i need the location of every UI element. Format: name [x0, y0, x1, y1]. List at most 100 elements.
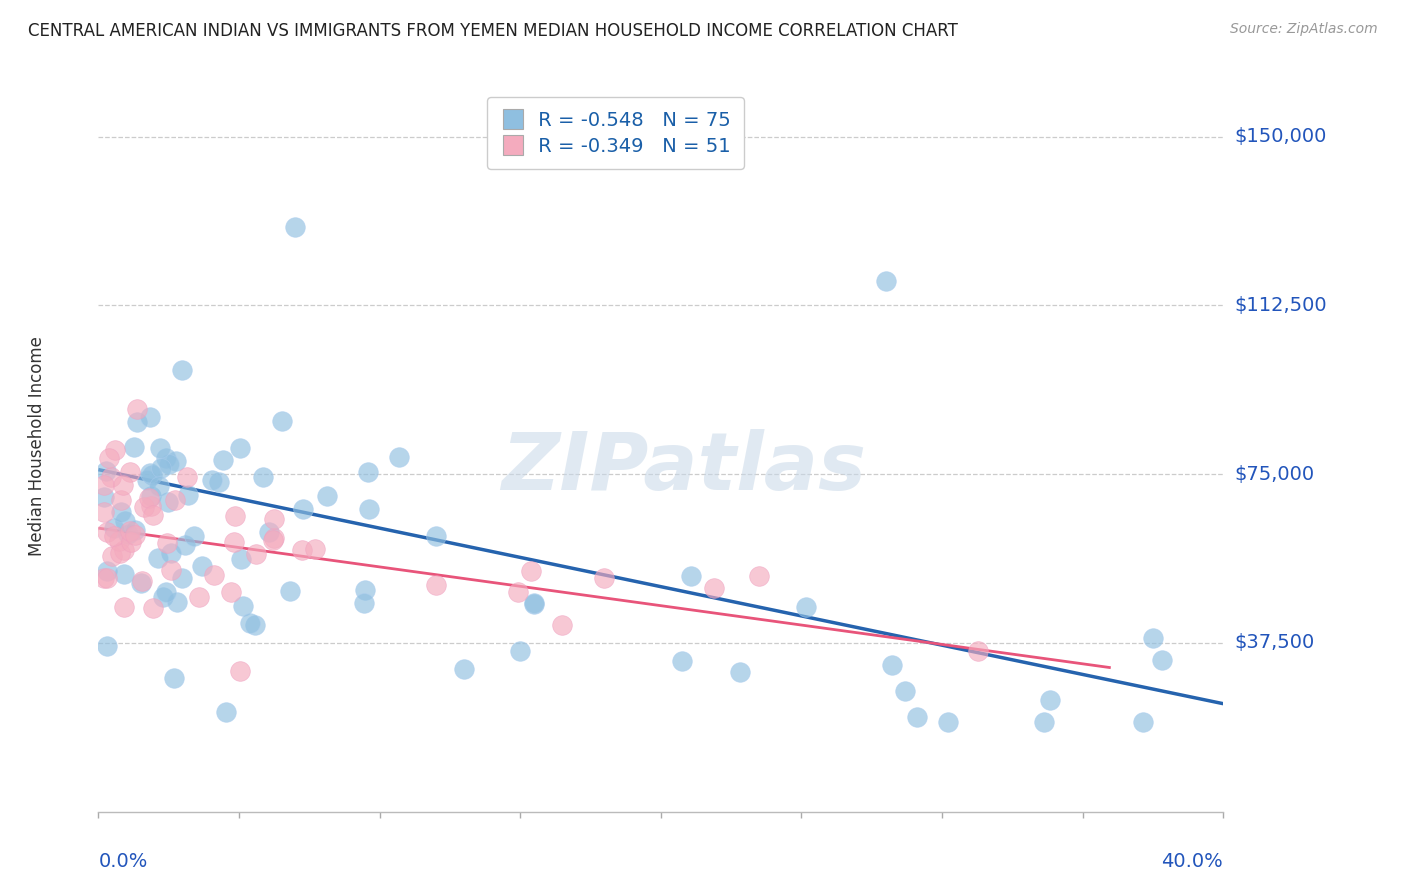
- Point: [149, 441, 172, 455]
- Point: [156, 536, 179, 550]
- Point: [453, 662, 475, 676]
- Point: [93, 491, 115, 505]
- Point: [157, 457, 180, 471]
- Point: [252, 470, 274, 484]
- Point: [388, 450, 411, 464]
- Point: [284, 219, 307, 234]
- Point: [190, 558, 212, 573]
- Point: [152, 590, 174, 604]
- Point: [1132, 714, 1154, 729]
- Point: [291, 543, 314, 558]
- Point: [96, 564, 118, 578]
- Point: [118, 465, 141, 479]
- Point: [228, 664, 250, 678]
- Point: [304, 542, 326, 557]
- Point: [263, 531, 285, 545]
- Point: [131, 574, 153, 588]
- Point: [270, 414, 292, 428]
- Point: [257, 524, 280, 539]
- Point: [357, 465, 380, 479]
- Point: [166, 594, 188, 608]
- Point: [155, 451, 177, 466]
- Text: 0.0%: 0.0%: [98, 852, 148, 871]
- Point: [101, 549, 124, 564]
- Point: [170, 362, 193, 376]
- Point: [425, 578, 447, 592]
- Point: [120, 524, 142, 538]
- Text: $112,500: $112,500: [1234, 296, 1327, 315]
- Text: $150,000: $150,000: [1234, 127, 1327, 146]
- Point: [96, 524, 118, 539]
- Point: [224, 509, 246, 524]
- Point: [215, 706, 238, 720]
- Point: [174, 538, 197, 552]
- Point: [730, 665, 752, 680]
- Point: [120, 535, 142, 549]
- Point: [1032, 714, 1054, 729]
- Point: [94, 464, 117, 478]
- Point: [142, 508, 165, 522]
- Point: [263, 512, 285, 526]
- Point: [880, 658, 903, 673]
- Point: [292, 502, 315, 516]
- Point: [967, 644, 990, 658]
- Point: [139, 466, 162, 480]
- Point: [509, 644, 531, 658]
- Point: [155, 584, 177, 599]
- Point: [149, 461, 172, 475]
- Point: [1150, 653, 1173, 667]
- Point: [593, 571, 616, 585]
- Point: [132, 500, 155, 514]
- Text: Source: ZipAtlas.com: Source: ZipAtlas.com: [1230, 22, 1378, 37]
- Point: [165, 454, 187, 468]
- Point: [354, 582, 377, 597]
- Text: 40.0%: 40.0%: [1161, 852, 1223, 871]
- Point: [1142, 631, 1164, 645]
- Point: [103, 529, 125, 543]
- Point: [219, 585, 242, 599]
- Point: [96, 571, 118, 585]
- Point: [232, 599, 254, 613]
- Point: [893, 684, 915, 698]
- Point: [156, 494, 179, 508]
- Point: [243, 618, 266, 632]
- Point: [136, 473, 159, 487]
- Point: [108, 546, 131, 560]
- Point: [794, 600, 817, 615]
- Point: [107, 533, 129, 548]
- Point: [1039, 693, 1062, 707]
- Point: [104, 443, 127, 458]
- Point: [96, 639, 118, 653]
- Point: [122, 441, 145, 455]
- Point: [93, 505, 115, 519]
- Point: [125, 401, 148, 416]
- Point: [112, 542, 135, 557]
- Point: [229, 442, 252, 456]
- Point: [671, 654, 693, 668]
- Point: [177, 487, 200, 501]
- Point: [262, 533, 284, 547]
- Point: [748, 568, 770, 582]
- Point: [170, 571, 193, 585]
- Text: $37,500: $37,500: [1234, 633, 1315, 652]
- Point: [125, 415, 148, 429]
- Point: [875, 274, 897, 288]
- Point: [508, 585, 530, 599]
- Point: [112, 566, 135, 581]
- Point: [523, 596, 546, 610]
- Point: [316, 489, 339, 503]
- Point: [211, 453, 233, 467]
- Point: [231, 552, 253, 566]
- Point: [93, 571, 115, 585]
- Point: [187, 590, 209, 604]
- Point: [141, 499, 163, 513]
- Point: [208, 475, 231, 489]
- Text: CENTRAL AMERICAN INDIAN VS IMMIGRANTS FROM YEMEN MEDIAN HOUSEHOLD INCOME CORRELA: CENTRAL AMERICAN INDIAN VS IMMIGRANTS FR…: [28, 22, 957, 40]
- Point: [148, 551, 170, 566]
- Point: [114, 514, 136, 528]
- Point: [148, 479, 170, 493]
- Point: [165, 493, 187, 508]
- Point: [139, 489, 162, 503]
- Point: [353, 596, 375, 610]
- Point: [551, 618, 574, 632]
